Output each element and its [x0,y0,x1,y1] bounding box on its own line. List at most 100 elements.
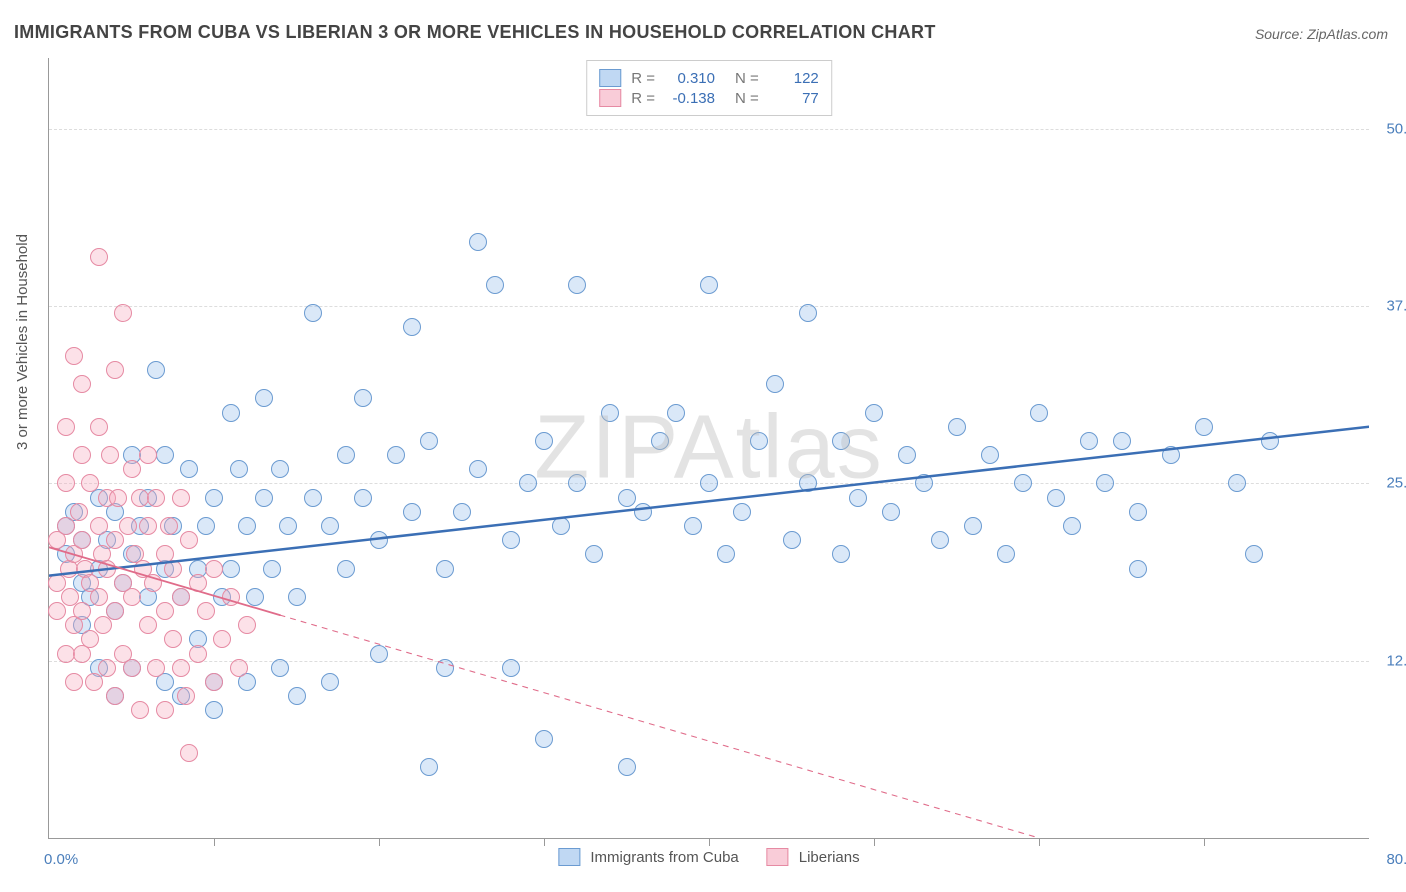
data-point [420,432,438,450]
data-point [139,446,157,464]
data-point [865,404,883,422]
data-point [279,517,297,535]
r-label: R = [631,90,655,107]
legend-label: Immigrants from Cuba [590,849,738,866]
data-point [766,375,784,393]
data-point [164,560,182,578]
data-point [73,531,91,549]
data-point [915,474,933,492]
r-label: R = [631,70,655,87]
data-point [131,489,149,507]
x-tick [544,838,545,846]
data-point [73,602,91,620]
data-point [618,489,636,507]
data-point [147,659,165,677]
data-point [1129,560,1147,578]
data-point [48,602,66,620]
data-point [177,687,195,705]
data-point [519,474,537,492]
data-point [189,574,207,592]
data-point [90,248,108,266]
x-tick [1204,838,1205,846]
data-point [304,304,322,322]
data-point [1129,503,1147,521]
data-point [160,517,178,535]
data-point [73,446,91,464]
data-point [197,517,215,535]
data-point [156,446,174,464]
data-point [585,545,603,563]
scatter-plot: ZIPAtlas R =0.310N =122R =-0.138N =77 Im… [48,58,1369,839]
data-point [799,304,817,322]
data-point [898,446,916,464]
x-tick [214,838,215,846]
data-point [70,503,88,521]
data-point [717,545,735,563]
data-point [535,730,553,748]
data-point [90,517,108,535]
data-point [931,531,949,549]
data-point [255,489,273,507]
data-point [354,389,372,407]
legend-item: Liberians [767,848,860,866]
data-point [222,404,240,422]
data-point [65,673,83,691]
data-point [700,276,718,294]
data-point [222,588,240,606]
data-point [1113,432,1131,450]
data-point [502,659,520,677]
y-tick-label: 37.5% [1386,298,1406,315]
data-point [1261,432,1279,450]
data-point [832,432,850,450]
data-point [469,460,487,478]
data-point [337,560,355,578]
data-point [684,517,702,535]
y-tick-label: 25.0% [1386,475,1406,492]
data-point [403,318,421,336]
legend-item: Immigrants from Cuba [558,848,738,866]
y-axis-label: 3 or more Vehicles in Household [14,234,31,450]
data-point [172,659,190,677]
data-point [255,389,273,407]
data-point [667,404,685,422]
data-point [81,474,99,492]
data-point [288,687,306,705]
data-point [370,645,388,663]
x-tick [1039,838,1040,846]
r-value: 0.310 [661,70,715,87]
data-point [106,531,124,549]
x-axis-max-label: 80.0% [1386,851,1406,868]
data-point [370,531,388,549]
correlation-legend: R =0.310N =122R =-0.138N =77 [586,60,832,116]
source-label: Source: ZipAtlas.com [1255,26,1388,42]
data-point [57,418,75,436]
data-point [354,489,372,507]
data-point [849,489,867,507]
legend-swatch [767,848,789,866]
data-point [106,361,124,379]
data-point [1030,404,1048,422]
data-point [1063,517,1081,535]
r-value: -0.138 [661,90,715,107]
data-point [90,588,108,606]
data-point [1195,418,1213,436]
data-point [568,474,586,492]
data-point [304,489,322,507]
data-point [119,517,137,535]
data-point [123,460,141,478]
data-point [106,687,124,705]
data-point [783,531,801,549]
data-point [147,489,165,507]
data-point [1162,446,1180,464]
data-point [1245,545,1263,563]
x-tick [709,838,710,846]
data-point [288,588,306,606]
legend-row: R =0.310N =122 [599,69,819,87]
data-point [98,560,116,578]
data-point [700,474,718,492]
data-point [106,602,124,620]
data-point [436,560,454,578]
data-point [882,503,900,521]
data-point [453,503,471,521]
data-point [552,517,570,535]
